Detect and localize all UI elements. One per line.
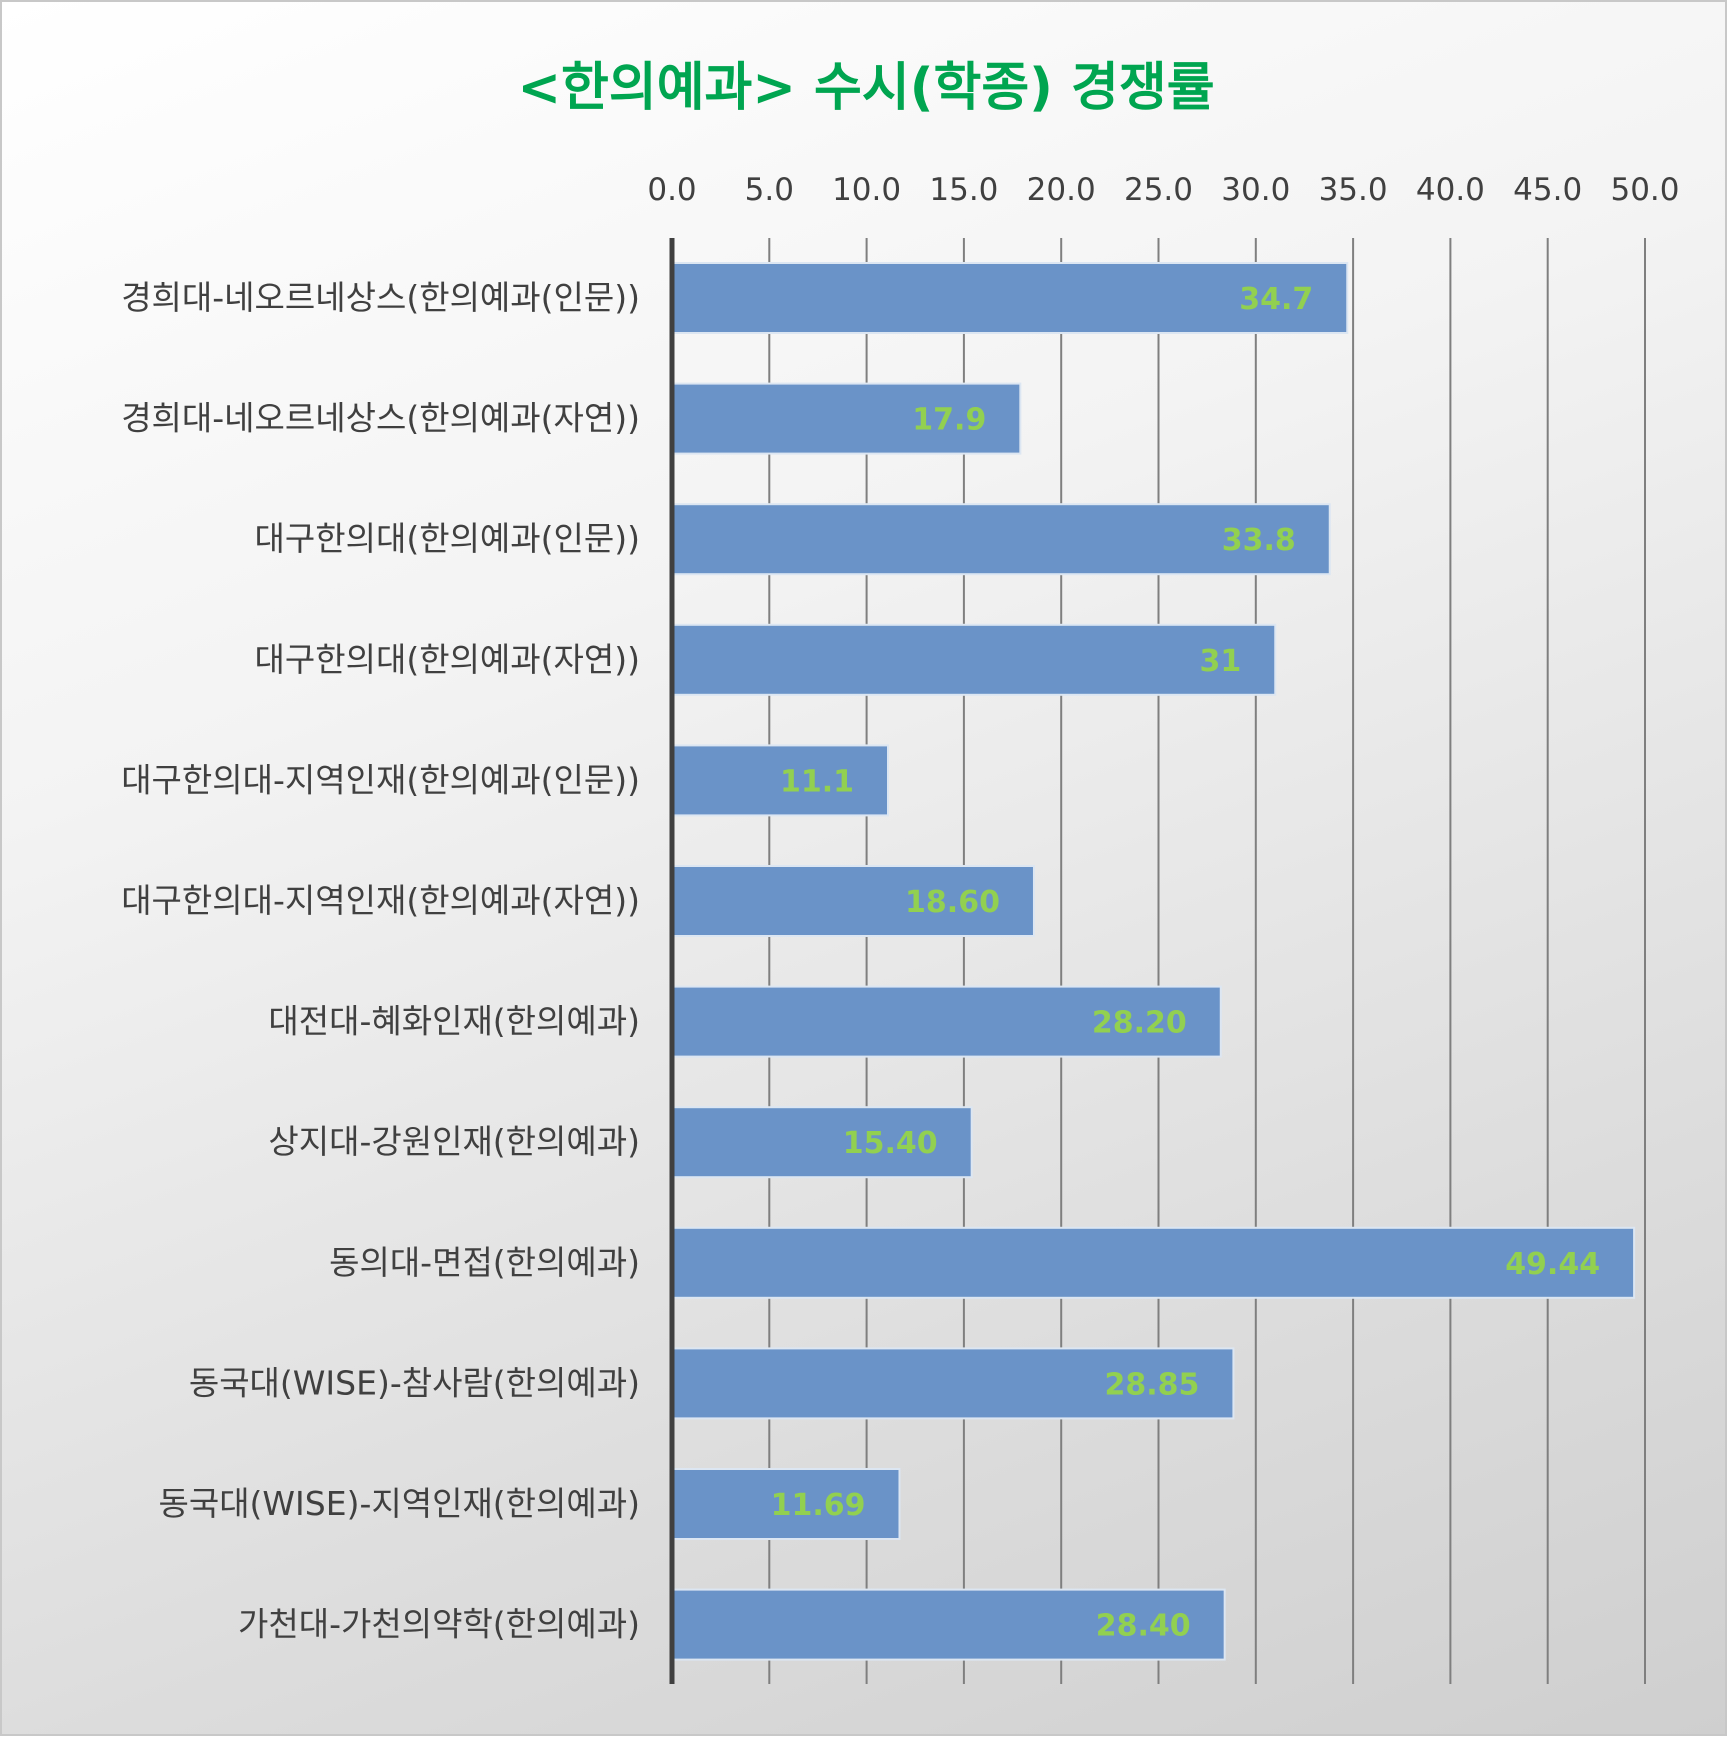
x-tick-label: 15.0 bbox=[929, 172, 998, 208]
data-label: 28.85 bbox=[1105, 1367, 1200, 1402]
bars bbox=[671, 262, 1636, 1661]
data-label: 18.60 bbox=[905, 885, 1000, 920]
data-label: 28.40 bbox=[1096, 1609, 1191, 1644]
data-label: 17.9 bbox=[912, 403, 986, 438]
data-label: 28.20 bbox=[1092, 1006, 1187, 1041]
category-label: 대구한의대-지역인재(한의예과(자연)) bbox=[121, 881, 640, 920]
bar bbox=[671, 623, 1277, 696]
category-label: 상지대-강원인재(한의예과) bbox=[268, 1122, 640, 1161]
category-label: 경희대-네오르네상스(한의예과(인문)) bbox=[121, 278, 640, 317]
data-label: 31 bbox=[1200, 644, 1242, 679]
x-axis-ticks: 0.0 5.0 10.0 15.0 20.0 25.0 30.0 35.0 40.0 45.0 50… bbox=[647, 172, 1679, 208]
category-label: 대구한의대(한의예과(자연)) bbox=[255, 640, 640, 679]
x-tick-label: 25.0 bbox=[1124, 172, 1193, 208]
x-tick-label: 35.0 bbox=[1319, 172, 1388, 208]
data-label: 49.44 bbox=[1505, 1247, 1600, 1282]
bar bbox=[671, 1588, 1226, 1661]
x-tick-label: 45.0 bbox=[1513, 172, 1582, 208]
category-label: 대구한의대-지역인재(한의예과(인문)) bbox=[121, 760, 640, 799]
data-label: 11.69 bbox=[771, 1488, 866, 1523]
bar bbox=[671, 1106, 973, 1179]
data-label: 33.8 bbox=[1222, 523, 1296, 558]
category-labels: 경희대-네오르네상스(한의예과(인문)) 경희대-네오르네상스(한의예과(자연))… bbox=[121, 278, 640, 1644]
category-label: 가천대-가천의약학(한의예과) bbox=[238, 1605, 640, 1644]
bar bbox=[671, 1347, 1235, 1420]
chart-title: <한의예과> 수시(학종) 경쟁률 bbox=[517, 58, 1214, 118]
data-label: 34.7 bbox=[1239, 282, 1313, 317]
data-label: 15.40 bbox=[843, 1126, 938, 1161]
x-tick-label: 10.0 bbox=[832, 172, 901, 208]
bar bbox=[671, 1468, 901, 1540]
category-label: 동국대(WISE)-지역인재(한의예과) bbox=[158, 1484, 640, 1523]
x-tick-label: 40.0 bbox=[1416, 172, 1485, 208]
category-label: 동의대-면접(한의예과) bbox=[329, 1243, 640, 1282]
category-label: 대전대-혜화인재(한의예과) bbox=[268, 1002, 640, 1041]
x-tick-label: 30.0 bbox=[1221, 172, 1290, 208]
category-label: 동국대(WISE)-참사람(한의예과) bbox=[189, 1363, 640, 1402]
x-tick-label: 5.0 bbox=[745, 172, 794, 208]
value-labels: 34.7 17.9 33.8 31 11.1 18.60 28.20 15.40 49.44 28… bbox=[771, 282, 1601, 1644]
gridlines bbox=[768, 238, 1646, 1684]
x-tick-label: 0.0 bbox=[647, 172, 696, 208]
category-label: 대구한의대(한의예과(인문)) bbox=[255, 519, 640, 558]
x-tick-label: 50.0 bbox=[1610, 172, 1679, 208]
category-label: 경희대-네오르네상스(한의예과(자연)) bbox=[121, 399, 640, 438]
bar bbox=[671, 262, 1349, 334]
x-tick-label: 20.0 bbox=[1027, 172, 1096, 208]
data-label: 11.1 bbox=[780, 764, 854, 799]
bar bbox=[671, 1226, 1636, 1299]
